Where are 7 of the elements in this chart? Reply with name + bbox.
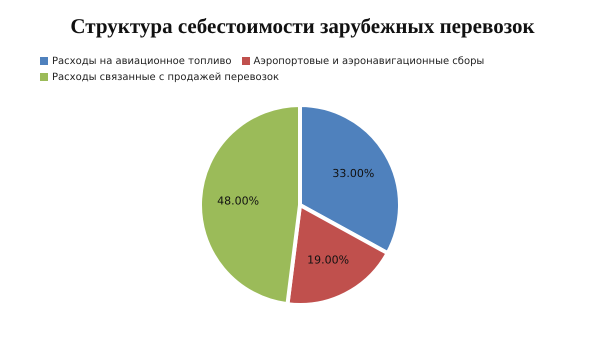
chart-title: Структура себестоимости зарубежных перевозок: [69, 14, 536, 39]
data-label: 48.00%: [217, 194, 260, 208]
legend-label: Расходы на авиационное топливо: [52, 56, 232, 67]
legend-label: Расходы связанные с продажей перевозок: [52, 72, 280, 83]
legend-label: Аэропортовые и аэронавигационные сборы: [254, 56, 484, 67]
data-label: 33.00%: [332, 166, 374, 180]
data-label: 19.00%: [307, 254, 350, 267]
